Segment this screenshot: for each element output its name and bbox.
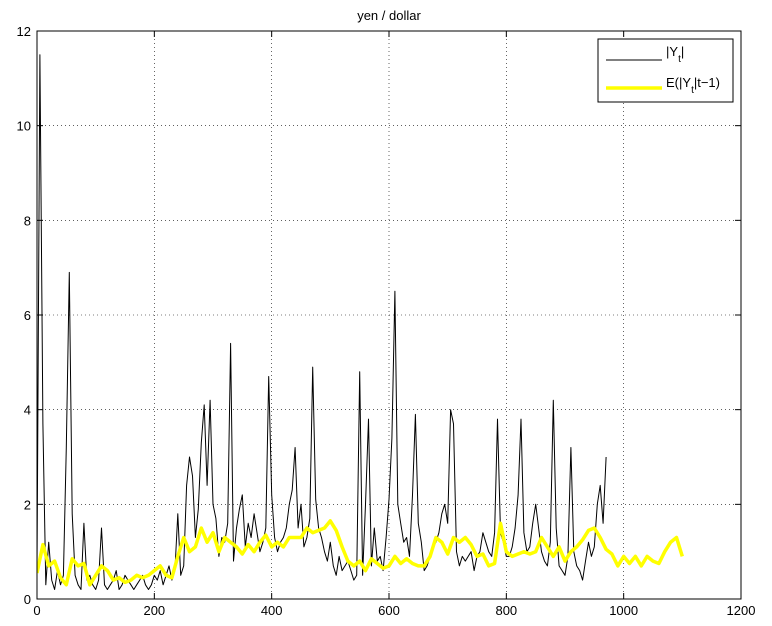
x-tick-label: 200 [143, 603, 165, 618]
legend-label-abs-yt: |Yt| [666, 44, 684, 65]
legend-label-expected-main: E(|Y [666, 75, 691, 90]
legend-label-abs-yt-main: |Y [666, 44, 678, 59]
y-tick-label: 4 [24, 403, 31, 418]
x-tick-label: 400 [261, 603, 283, 618]
legend-label-expected-abs-yt: E(|Yt|t−1) [666, 75, 720, 96]
x-tick-label: 1000 [609, 603, 638, 618]
legend-label-abs-yt-sub: t [678, 54, 681, 65]
y-tick-label: 6 [24, 308, 31, 323]
chart-title: yen / dollar [357, 8, 421, 23]
y-tick-label: 2 [24, 497, 31, 512]
legend-label-abs-yt-tail: | [681, 44, 684, 59]
series-line-expected-abs-yt [37, 519, 684, 587]
x-tick-label: 1200 [727, 603, 756, 618]
y-axis-tick-labels: 0 2 4 6 8 10 12 [17, 24, 31, 607]
series-line-abs-yt [37, 54, 607, 590]
plot-area [37, 54, 684, 590]
y-tick-label: 0 [24, 592, 31, 607]
legend-box [597, 38, 734, 103]
x-tick-label: 600 [378, 603, 400, 618]
legend-label-expected-tail: |t−1) [694, 75, 720, 90]
axis-ticks [36, 30, 742, 600]
x-axis-tick-labels: 0 200 400 600 800 1000 1200 [33, 603, 755, 618]
y-tick-label: 8 [24, 213, 31, 228]
legend-label-expected-sub: t [691, 85, 694, 96]
y-tick-label: 10 [17, 119, 31, 134]
x-tick-label: 800 [495, 603, 517, 618]
x-tick-label: 0 [33, 603, 40, 618]
y-tick-label: 12 [17, 24, 31, 39]
legend: |Yt| E(|Yt|t−1) [597, 38, 734, 103]
